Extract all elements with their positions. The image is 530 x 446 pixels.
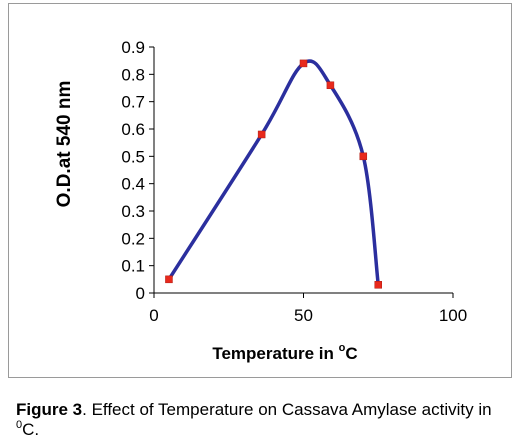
data-point-marker: [326, 81, 335, 90]
x-axis-label-text: Temperature in: [212, 344, 338, 363]
line-chart: 0 0.1 0.2 0.3 0.4 0.5 0.6 0.7 0.8 0.9 0 50 100 O.D.…: [54, 38, 467, 363]
data-point-marker: [165, 275, 173, 284]
y-axis-ticks: 0 0.1 0.2 0.3 0.4 0.5 0.6 0.7 0.8 0.9: [121, 38, 154, 303]
x-axis-ticks: 0 50 100: [149, 293, 467, 325]
figure-caption: Figure 3. Effect of Temperature on Cassa…: [16, 400, 516, 440]
data-point-marker: [374, 281, 382, 289]
y-tick-label: 0.5: [121, 147, 145, 166]
y-tick-label: 0.8: [121, 65, 145, 84]
y-axis-label: O.D.at 540 nm: [54, 81, 75, 208]
x-axis-label-degree: o: [339, 342, 346, 354]
x-axis-label: Temperature in oC: [212, 342, 357, 363]
series-line: [167, 59, 380, 287]
y-tick-label: 0.2: [121, 229, 145, 248]
figure-frame: 0 0.1 0.2 0.3 0.4 0.5 0.6 0.7 0.8 0.9 0 50 100 O.D.…: [8, 3, 512, 378]
caption-degree-sup: 0: [16, 419, 23, 431]
y-tick-label: 0.7: [121, 93, 145, 112]
series-markers: [165, 59, 382, 289]
x-tick-label: 50: [294, 306, 313, 325]
caption-unit: C.: [22, 420, 40, 439]
chart-axes: [153, 47, 453, 294]
data-point-marker: [299, 59, 308, 68]
y-tick-label: 0.1: [121, 257, 145, 276]
x-tick-label: 0: [149, 306, 158, 325]
y-tick-label: 0.6: [121, 120, 145, 139]
x-axis-label-unit: C: [345, 344, 357, 363]
data-point-marker: [359, 152, 368, 161]
y-tick-label: 0.4: [121, 175, 145, 194]
caption-text: . Effect of Temperature on Cassava Amyla…: [82, 400, 492, 419]
data-point-marker: [257, 130, 266, 139]
y-tick-label: 0.9: [121, 38, 145, 57]
y-tick-label: 0: [136, 284, 145, 303]
caption-figure-label: Figure 3: [16, 400, 83, 419]
y-tick-label: 0.3: [121, 202, 145, 221]
x-tick-label: 100: [439, 306, 467, 325]
